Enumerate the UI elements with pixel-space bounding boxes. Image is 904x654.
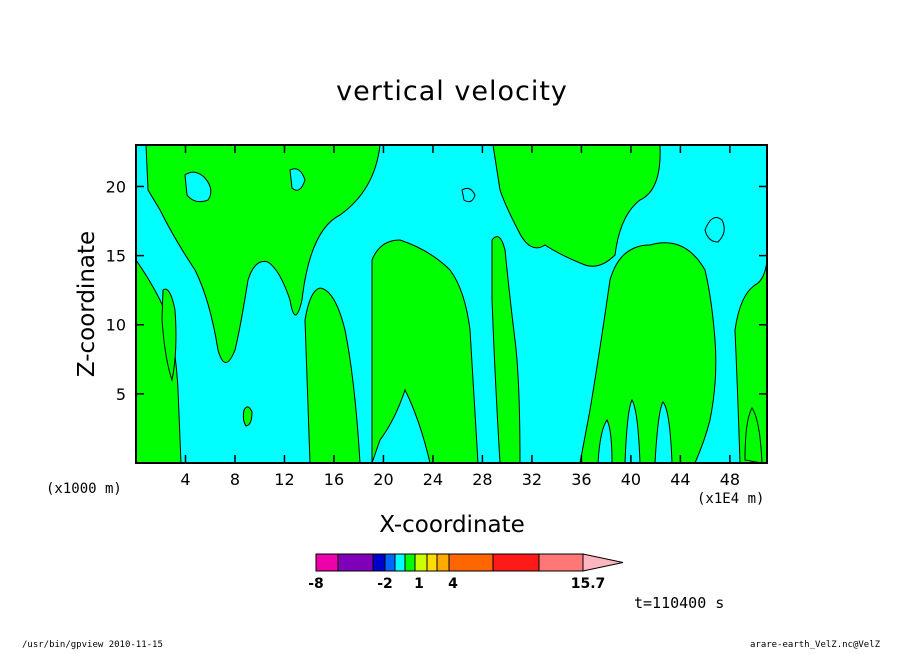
x-unit-left: (x1000 m) <box>46 481 122 497</box>
footer-left: /usr/bin/gpview 2010-11-15 <box>22 640 163 650</box>
positive-regions <box>136 145 767 463</box>
negative-island <box>654 401 673 463</box>
negative-islands <box>184 168 725 463</box>
positive-region <box>579 242 717 463</box>
plot-frame <box>135 144 768 464</box>
x-axis-label: X-coordinate <box>379 512 525 538</box>
x-tick-label: 48 <box>720 470 740 489</box>
positive-region <box>371 239 479 463</box>
positive-cell <box>242 406 253 427</box>
colorbar-swatch <box>448 553 494 572</box>
colorbar-swatch <box>404 553 416 572</box>
colorbar-swatch <box>372 553 386 572</box>
y-tick-label: 10 <box>106 316 126 335</box>
colorbar-swatch <box>436 553 450 572</box>
footer-right: arare-earth_VelZ.nc@VelZ <box>750 640 881 650</box>
x-unit-right: (x1E4 m) <box>697 491 765 507</box>
y-axis-ticks: 5 10 15 20 <box>106 177 767 404</box>
colorbar-swatch <box>414 553 428 572</box>
negative-island <box>461 187 476 203</box>
time-label: t=110400 s <box>634 594 725 612</box>
positive-cell <box>744 407 763 463</box>
x-tick-label: 16 <box>324 470 344 489</box>
x-tick-label: 36 <box>571 470 591 489</box>
colorbar-tick-label: -2 <box>377 576 393 592</box>
negative-island <box>184 171 212 203</box>
colorbar-swatch <box>384 553 396 572</box>
x-tick-label: 4 <box>180 470 190 489</box>
colorbar: -8 -2 1 4 15.7 <box>308 553 624 592</box>
colorbar-swatch <box>426 553 438 572</box>
negative-island <box>704 217 725 243</box>
y-tick-label: 5 <box>116 385 126 404</box>
y-tick-label: 15 <box>106 247 126 266</box>
colorbar-tick-label: -8 <box>308 576 324 592</box>
negative-island <box>289 168 306 191</box>
colorbar-tick-label: 4 <box>448 576 458 592</box>
positive-region <box>304 287 361 463</box>
chart-title: vertical velocity <box>336 76 568 107</box>
x-axis-ticks: 4 8 12 16 20 24 28 32 36 40 44 48 <box>180 145 740 489</box>
x-tick-label: 20 <box>373 470 393 489</box>
x-tick-label: 40 <box>621 470 641 489</box>
colorbar-swatch <box>337 553 374 572</box>
colorbar-arrow <box>582 553 624 572</box>
colorbar-swatch <box>394 553 406 572</box>
x-tick-label: 12 <box>274 470 294 489</box>
positive-cell <box>161 288 177 382</box>
colorbar-swatch <box>538 553 584 572</box>
y-tick-label: 20 <box>106 177 126 196</box>
plot-area <box>136 145 767 463</box>
colorbar-tick-label: 1 <box>414 576 424 592</box>
negative-island <box>597 419 613 463</box>
colorbar-tick-label: 15.7 <box>571 576 606 592</box>
positive-region <box>491 236 521 463</box>
small-positive-cells <box>161 288 763 463</box>
x-tick-label: 44 <box>670 470 690 489</box>
positive-region <box>492 145 661 267</box>
x-tick-label: 28 <box>472 470 492 489</box>
positive-region <box>734 259 767 463</box>
x-tick-label: 8 <box>230 470 240 489</box>
colorbar-swatch <box>315 553 339 572</box>
colorbar-swatch <box>492 553 540 572</box>
negative-island <box>624 398 641 463</box>
x-tick-label: 24 <box>423 470 443 489</box>
x-tick-label: 32 <box>522 470 542 489</box>
